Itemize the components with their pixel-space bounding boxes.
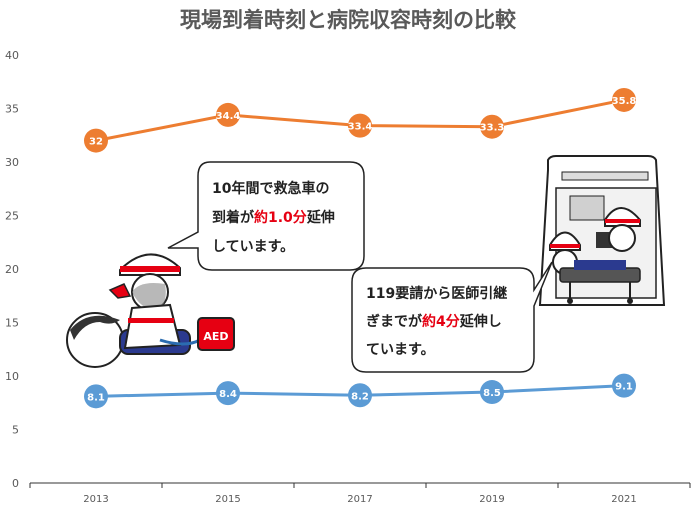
bubble-text-segment: 延伸 <box>306 209 335 226</box>
bubble-text-segment: ています。 <box>366 342 435 358</box>
data-point <box>348 383 372 408</box>
y-tick-label: 25 <box>5 210 19 223</box>
data-label: 9.1 <box>615 382 633 393</box>
x-tick-label: 2019 <box>479 494 504 505</box>
y-axis: 0 5 10 15 20 25 30 35 40 <box>5 49 19 490</box>
data-label: 32 <box>89 137 103 148</box>
data-point <box>84 384 108 409</box>
speech-bubble-2: 119要請から医師引継ぎまでが約4分延伸しています。 <box>351 261 553 373</box>
speech-bubble-1-text: 10年間で救急車の到着が約1.0分延伸しています。 <box>212 180 335 255</box>
stretcher-wheel-right <box>627 298 633 304</box>
data-point <box>84 128 108 153</box>
bubble-text-segment: 10年間で救急車の <box>212 180 329 197</box>
y-tick-label: 20 <box>5 263 19 276</box>
data-point <box>216 381 240 406</box>
highlight-text: 約1.0分 <box>254 209 307 226</box>
aed-label: AED <box>203 330 228 343</box>
x-tick-labels: 2013 2015 2017 2019 2021 <box>29 483 691 505</box>
rescuer-helmet-stripe <box>120 266 180 272</box>
data-point <box>348 113 372 138</box>
data-point <box>612 87 636 112</box>
medic1-stripe <box>550 244 580 248</box>
data-label: 8.4 <box>219 389 237 400</box>
data-label: 33.3 <box>480 123 505 134</box>
medic2-stripe <box>605 219 640 223</box>
bubble-text-segment: 延伸し <box>459 313 502 330</box>
x-tick-label: 2017 <box>347 494 372 505</box>
rescuer-illustration: AED <box>66 253 235 368</box>
x-tick-label: 2015 <box>215 494 240 505</box>
data-label: 8.5 <box>483 388 501 399</box>
data-point <box>612 373 636 398</box>
bubble-text-segment: 119要請から医師引継 <box>366 285 507 302</box>
y-tick-label: 0 <box>12 477 19 490</box>
stretcher-wheel-left <box>567 298 573 304</box>
speech-bubble-2-shape <box>351 261 553 373</box>
y-tick-label: 30 <box>5 156 19 169</box>
bubble-text-segment: 到着が <box>212 209 255 226</box>
ambulance-illustration <box>538 155 666 306</box>
data-point <box>480 114 504 139</box>
rescuer-stripe <box>128 318 174 323</box>
stretcher-patient <box>574 260 626 270</box>
ambulance-cabinet <box>569 195 605 221</box>
data-label: 8.1 <box>87 392 105 403</box>
y-tick-label: 15 <box>5 317 19 330</box>
data-point <box>216 102 240 127</box>
y-tick-label: 5 <box>12 424 19 437</box>
data-label: 33.4 <box>348 122 373 133</box>
data-label: 35.8 <box>612 96 637 107</box>
aed-icon <box>197 317 235 351</box>
data-label: 34.4 <box>216 111 241 122</box>
rescuer-hair <box>132 283 166 311</box>
y-tick-label: 35 <box>5 103 19 116</box>
bubble-text-segment: しています。 <box>212 239 294 255</box>
y-tick-label: 10 <box>5 370 19 383</box>
data-point <box>480 380 504 405</box>
y-tick-label: 40 <box>5 49 19 62</box>
chart-title: 現場到着時刻と病院収容時刻の比較 <box>180 8 517 32</box>
stretcher <box>559 267 641 283</box>
phone-icon <box>108 283 132 299</box>
patient-hair <box>70 315 120 340</box>
highlight-text: 約4分 <box>422 313 460 330</box>
speech-bubble-1: 10年間で救急車の到着が約1.0分延伸しています。 <box>167 161 365 271</box>
x-tick-label: 2013 <box>83 494 108 505</box>
ambulance-light <box>561 171 649 181</box>
speech-bubble-2-text: 119要請から医師引継ぎまでが約4分延伸しています。 <box>366 285 507 358</box>
bubble-text-segment: ぎまでが <box>366 313 423 330</box>
data-label: 8.2 <box>351 391 369 402</box>
x-tick-label: 2021 <box>611 494 636 505</box>
series-layer: 32 34.4 33.4 33.3 35.8 8.1 8.4 8.2 8.5 9.1 <box>84 87 637 409</box>
speech-bubble-1-shape <box>167 161 365 271</box>
medic2-head <box>608 224 636 252</box>
